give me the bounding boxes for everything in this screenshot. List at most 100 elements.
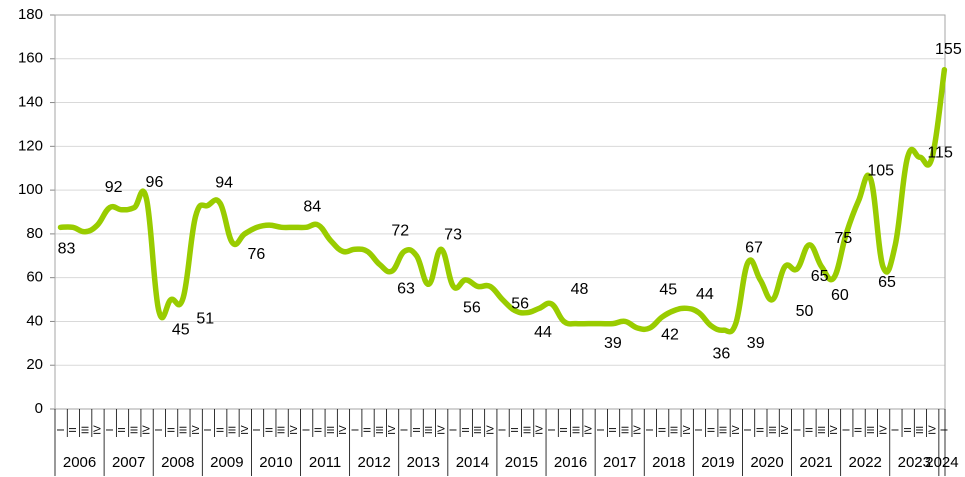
x-tick-label: IV (878, 425, 889, 435)
data-label: 83 (58, 241, 76, 258)
year-label: 2007 (112, 454, 145, 471)
x-tick-label: II (314, 427, 325, 433)
x-tick-label: III (571, 426, 582, 434)
year-label: 2008 (161, 454, 194, 471)
year-label: 2009 (210, 454, 243, 471)
x-tick-label: I (645, 429, 656, 432)
x-tick-label: III (228, 426, 239, 434)
x-tick-label: III (80, 426, 91, 434)
x-tick-label: I (56, 429, 67, 432)
x-tick-label: IV (338, 425, 349, 435)
data-label: 92 (105, 179, 123, 196)
x-tick-label: III (719, 426, 730, 434)
x-tick-label: II (461, 427, 472, 433)
data-label: 72 (391, 223, 409, 240)
x-tick-label: IV (633, 425, 644, 435)
year-label: 2012 (357, 454, 390, 471)
x-tick-label: III (620, 426, 631, 434)
year-label: 2011 (309, 454, 341, 471)
year-label: 2017 (603, 454, 636, 471)
x-tick-label: III (424, 426, 435, 434)
x-tick-label: I (841, 429, 852, 432)
x-tick-label: IV (682, 425, 693, 435)
data-label: 45 (659, 282, 677, 299)
data-label: 42 (661, 326, 679, 343)
year-label: 2024 (925, 454, 958, 471)
y-tick-label: 80 (26, 225, 43, 242)
x-tick-label: II (756, 427, 767, 433)
x-tick-label: II (215, 427, 226, 433)
x-tick-label: II (510, 427, 521, 433)
plot-frame (54, 14, 946, 410)
x-tick-label: I (252, 429, 263, 432)
y-tick-label: 120 (18, 137, 43, 154)
x-tick-label: IV (289, 425, 300, 435)
x-tick-label: IV (191, 425, 202, 435)
x-tick-label: II (166, 427, 177, 433)
data-label: 39 (604, 335, 622, 352)
year-label: 2018 (652, 454, 685, 471)
data-label: 67 (745, 240, 763, 257)
x-tick-label: IV (387, 425, 398, 435)
x-tick-label: IV (829, 425, 840, 435)
x-tick-label: IV (584, 425, 595, 435)
year-label: 2013 (407, 454, 440, 471)
x-tick-label: II (657, 427, 668, 433)
x-tick-label: I (154, 429, 165, 432)
x-tick-label: II (363, 427, 374, 433)
x-tick-label: I (301, 429, 312, 432)
x-tick-label: III (473, 426, 484, 434)
year-label: 2023 (898, 454, 931, 471)
x-tick-label: III (670, 426, 681, 434)
x-tick-label: I (792, 429, 803, 432)
x-tick-label: II (559, 427, 570, 433)
x-tick-label: IV (927, 425, 938, 435)
x-tick-label: IV (436, 425, 447, 435)
x-tick-label: III (768, 426, 779, 434)
data-label: 60 (831, 287, 849, 304)
x-tick-label: III (817, 426, 828, 434)
data-label: 155 (935, 41, 962, 58)
data-label: 65 (878, 274, 896, 291)
y-tick-label: 140 (18, 94, 43, 111)
x-tick-label: II (706, 427, 717, 433)
x-tick-label: IV (535, 425, 546, 435)
data-label: 56 (463, 300, 481, 317)
x-tick-label: II (854, 427, 865, 433)
data-label: 39 (747, 335, 765, 352)
data-label: 75 (834, 230, 852, 247)
x-tick-label: II (117, 427, 128, 433)
y-tick-label: 40 (26, 312, 43, 329)
data-label: 73 (444, 226, 462, 243)
x-tick-label: III (522, 426, 533, 434)
x-tick-label: II (903, 427, 914, 433)
year-label: 2006 (63, 454, 96, 471)
x-tick-label: I (940, 429, 951, 432)
x-tick-label: IV (142, 425, 153, 435)
x-tick-label: IV (240, 425, 251, 435)
data-label: 44 (696, 286, 714, 303)
x-tick-label: I (891, 429, 902, 432)
x-tick-label: I (498, 429, 509, 432)
x-tick-label: II (608, 427, 619, 433)
year-label: 2021 (799, 454, 832, 471)
data-label: 65 (811, 268, 829, 285)
x-tick-label: II (805, 427, 816, 433)
x-tick-label: IV (93, 425, 104, 435)
data-label: 96 (146, 174, 164, 191)
data-label: 36 (713, 345, 731, 362)
data-label: 76 (247, 246, 265, 263)
year-label: 2014 (456, 454, 489, 471)
x-tick-label: I (400, 429, 411, 432)
x-tick-label: I (743, 429, 754, 432)
x-tick-label: III (179, 426, 190, 434)
series-line (57, 66, 948, 335)
y-tick-label: 0 (35, 400, 43, 417)
x-tick-label: II (68, 427, 79, 433)
data-label: 94 (215, 174, 233, 191)
y-tick-label: 100 (18, 181, 43, 198)
data-label: 84 (303, 198, 321, 215)
year-label: 2016 (554, 454, 587, 471)
x-tick-label: IV (485, 425, 496, 435)
